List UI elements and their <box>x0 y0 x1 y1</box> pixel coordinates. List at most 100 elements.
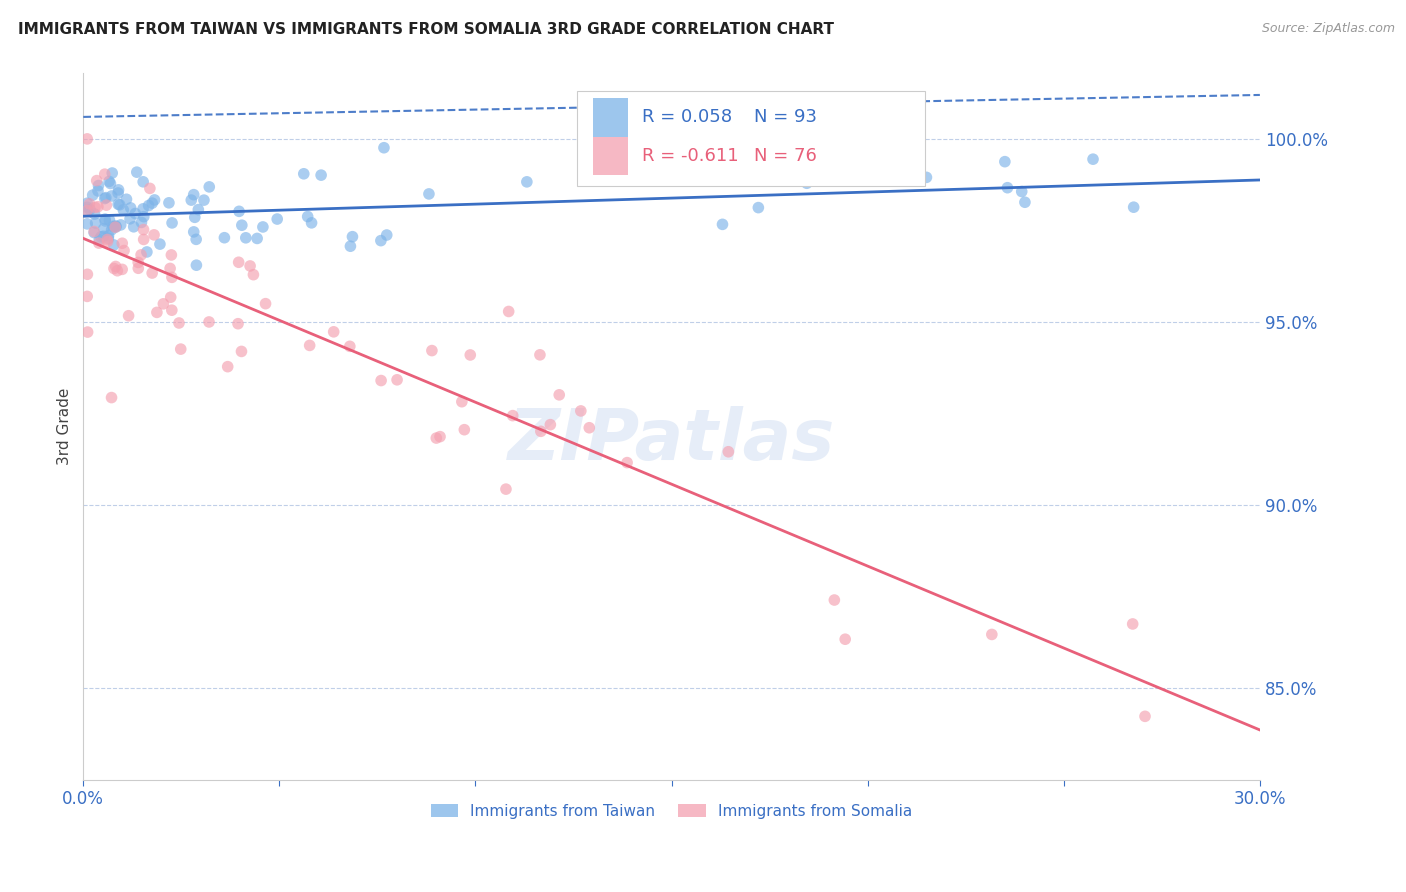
Point <box>107 183 129 197</box>
Point <box>516 175 538 189</box>
Point <box>616 456 638 470</box>
Point <box>103 261 125 276</box>
Point <box>418 186 440 201</box>
Point <box>94 191 117 205</box>
Point <box>183 187 205 202</box>
Point <box>231 344 253 359</box>
Point <box>76 325 98 339</box>
Point <box>96 232 118 246</box>
Point <box>104 220 127 235</box>
Point <box>84 201 107 215</box>
Point <box>107 186 129 200</box>
Point <box>76 196 98 211</box>
Point <box>127 255 149 269</box>
Point <box>578 421 600 435</box>
Point <box>96 198 118 212</box>
Point <box>76 132 98 146</box>
Point <box>1122 616 1144 631</box>
Point <box>193 193 215 207</box>
Text: N = 76: N = 76 <box>754 147 817 165</box>
Y-axis label: 3rd Grade: 3rd Grade <box>58 388 72 465</box>
Point <box>342 229 364 244</box>
Text: Source: ZipAtlas.com: Source: ZipAtlas.com <box>1261 22 1395 36</box>
Point <box>375 227 398 242</box>
Point <box>76 203 98 218</box>
Point <box>127 261 149 276</box>
Point <box>796 176 818 190</box>
Point <box>111 236 134 251</box>
Point <box>91 229 114 244</box>
Point <box>429 430 451 444</box>
Point <box>228 204 250 219</box>
Point <box>76 200 98 214</box>
Point <box>111 262 134 277</box>
Point <box>83 224 105 238</box>
Point <box>569 404 592 418</box>
Point <box>87 200 110 214</box>
Point <box>186 232 208 246</box>
Point <box>110 218 132 232</box>
Point <box>242 268 264 282</box>
Point <box>297 210 319 224</box>
Point <box>228 255 250 269</box>
Point <box>108 198 131 212</box>
Point <box>214 230 236 244</box>
Point <box>93 167 115 181</box>
Point <box>118 211 141 226</box>
Point <box>1122 200 1144 214</box>
Point <box>141 266 163 280</box>
Point <box>141 196 163 211</box>
Point <box>198 180 221 194</box>
Point <box>125 165 148 179</box>
Point <box>103 238 125 252</box>
Point <box>737 169 759 184</box>
Bar <box>593 136 628 176</box>
Point <box>1081 152 1104 166</box>
Point <box>1133 709 1156 723</box>
Point <box>450 394 472 409</box>
Point <box>370 234 392 248</box>
Point <box>79 197 101 211</box>
Point <box>339 239 361 253</box>
Point <box>132 202 155 216</box>
Point <box>76 289 98 303</box>
Point <box>370 374 392 388</box>
Point <box>94 212 117 227</box>
Point <box>101 219 124 234</box>
Point <box>120 201 142 215</box>
Point <box>97 228 120 243</box>
Point <box>994 154 1017 169</box>
Point <box>90 229 112 244</box>
Point <box>143 193 166 207</box>
Point <box>246 231 269 245</box>
Point <box>1011 185 1033 199</box>
Point <box>538 417 561 432</box>
Point <box>129 248 152 262</box>
Point <box>105 264 128 278</box>
Point <box>76 204 98 219</box>
Point <box>100 391 122 405</box>
Point <box>86 173 108 187</box>
Point <box>502 409 524 423</box>
Point <box>711 218 734 232</box>
Point <box>149 237 172 252</box>
Point <box>339 339 361 353</box>
Point <box>187 202 209 217</box>
Point <box>117 309 139 323</box>
Point <box>453 423 475 437</box>
Point <box>83 207 105 221</box>
Point <box>132 210 155 224</box>
Point <box>98 174 121 188</box>
Point <box>834 632 856 647</box>
Point <box>160 303 183 318</box>
Point <box>309 168 332 182</box>
Point <box>107 197 129 211</box>
Point <box>495 482 517 496</box>
Point <box>184 211 207 225</box>
Point <box>139 181 162 195</box>
Point <box>1014 195 1036 210</box>
Point <box>239 259 262 273</box>
Point <box>79 202 101 217</box>
Point <box>76 217 98 231</box>
Point <box>87 178 110 193</box>
